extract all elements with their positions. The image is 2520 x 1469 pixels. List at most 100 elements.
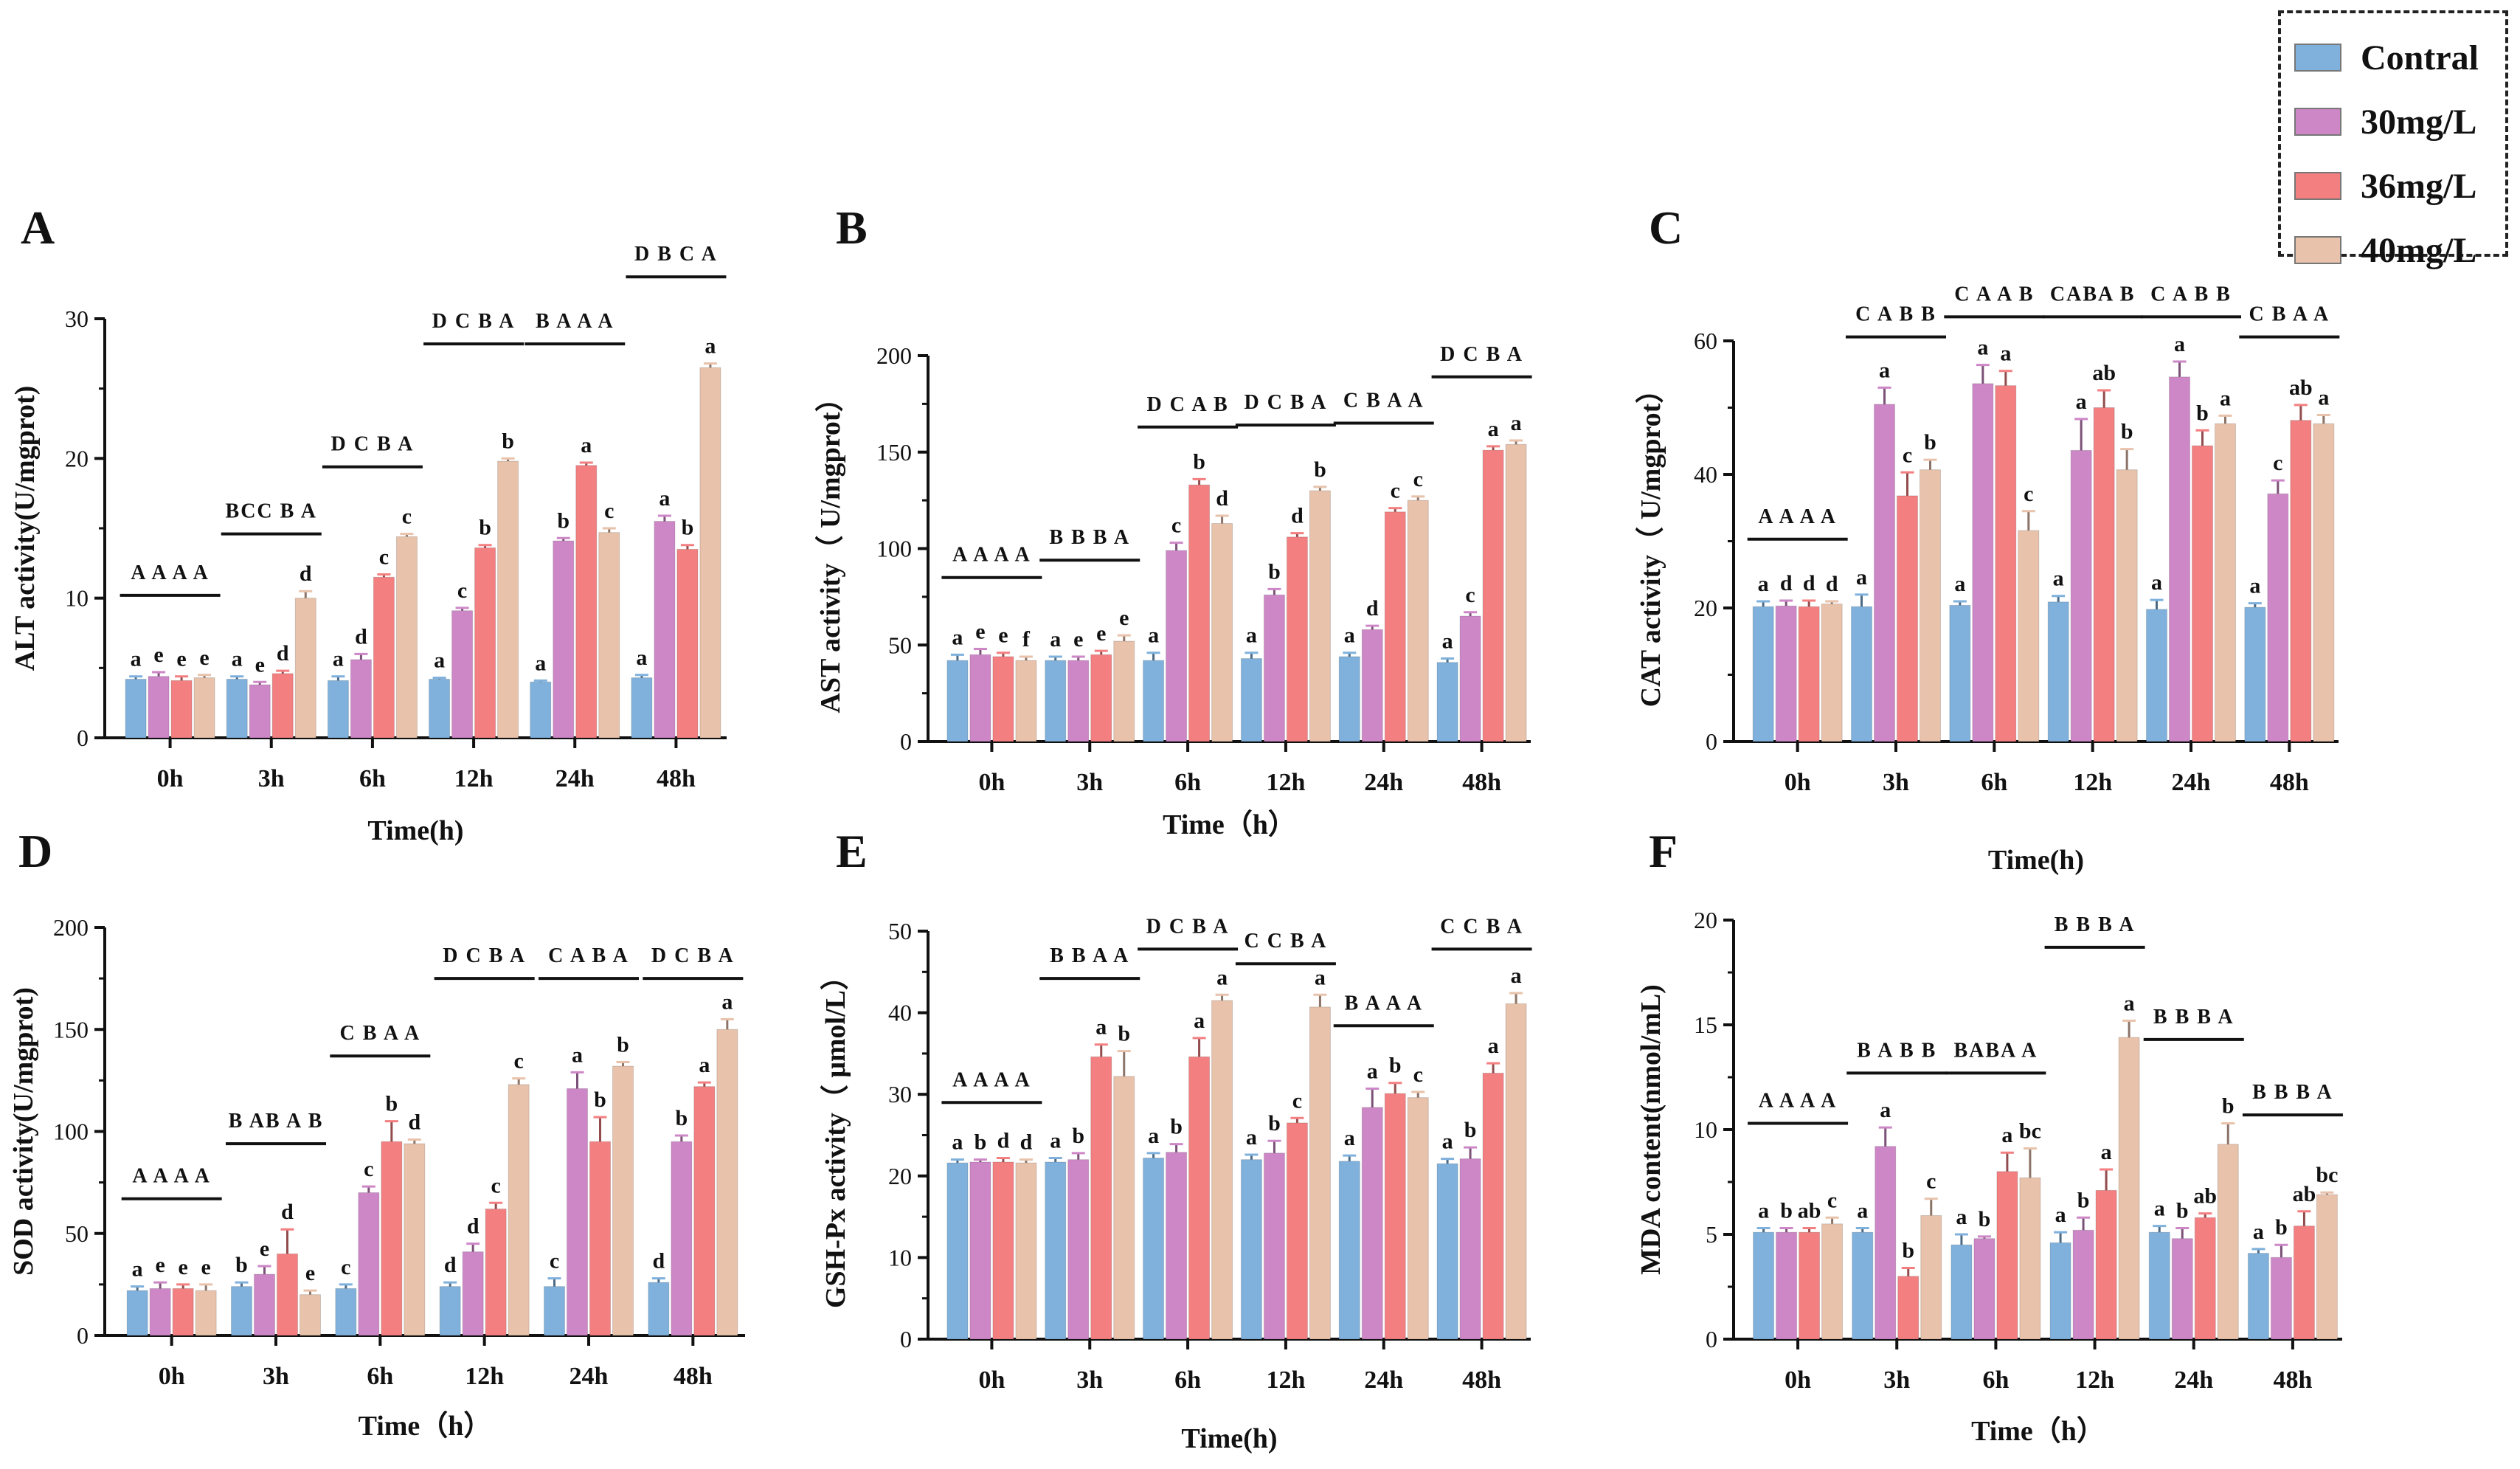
significance-letter: d <box>1826 572 1838 596</box>
group-letters: A A A A <box>952 1068 1031 1091</box>
legend-item-contral: Contral <box>2294 35 2479 80</box>
significance-letter: a <box>1856 565 1867 590</box>
bar <box>508 1084 530 1336</box>
bar <box>1113 640 1135 742</box>
x-tick-label: 12h <box>2075 1366 2114 1394</box>
y-axis-label: SOD activity(U/mgprot) <box>8 987 39 1276</box>
y-axis-label: MDA content(nmol/mL) <box>1635 984 1666 1275</box>
x-axis-label: Time(h) <box>1181 1423 1277 1454</box>
x-axis-label: Time(h) <box>1988 845 2084 876</box>
bar <box>992 656 1014 742</box>
bar <box>1338 656 1360 742</box>
bar <box>249 684 271 739</box>
significance-letter: a <box>952 1130 963 1155</box>
group-letters: A A A A <box>132 1165 211 1188</box>
significance-letter: b <box>1979 1207 1991 1231</box>
significance-letter: ab <box>2092 361 2116 385</box>
significance-letter: e <box>1096 621 1106 646</box>
bar <box>2146 609 2167 742</box>
bar <box>1211 1000 1233 1340</box>
significance-letter: a <box>2151 570 2162 595</box>
bar <box>1211 523 1233 742</box>
significance-letter: a <box>721 989 733 1014</box>
y-axis-label: AST activity（ U/mgprot） <box>815 384 846 713</box>
legend-label-36mg: 36mg/L <box>2361 166 2477 206</box>
significance-letter: d <box>652 1249 665 1273</box>
significance-letter: d <box>1216 486 1228 511</box>
significance-letter: e <box>975 619 985 643</box>
group-letters: C A B B <box>2150 283 2232 305</box>
y-tick-label: 10 <box>888 1244 912 1271</box>
x-tick-label: 12h <box>1266 1366 1305 1394</box>
legend-item-40mg: 40mg/L <box>2294 228 2476 272</box>
significance-letter: c <box>2273 451 2282 475</box>
x-tick-label: 0h <box>157 765 184 792</box>
bar <box>1874 404 1895 742</box>
bar <box>193 677 215 739</box>
x-tick-label: 48h <box>2270 769 2309 796</box>
significance-letter: c <box>1171 514 1181 538</box>
group-letters: B B B A <box>2153 1006 2235 1029</box>
bar <box>1920 469 1941 742</box>
group-letters: BCC B A <box>226 500 317 523</box>
bar <box>676 548 699 739</box>
bar <box>631 677 653 739</box>
group-letters: B AB A B <box>229 1110 324 1133</box>
x-tick-label: 0h <box>978 769 1005 796</box>
significance-letter: a <box>705 334 716 359</box>
y-tick-label: 30 <box>888 1081 912 1107</box>
significance-letter: e <box>255 652 265 677</box>
bar <box>648 1282 670 1336</box>
x-axis-label: Time（h） <box>359 1411 492 1442</box>
significance-letter: d <box>1780 571 1793 595</box>
bar <box>126 1290 148 1336</box>
panel-label: B <box>836 201 868 254</box>
x-tick-label: 3h <box>1076 1366 1103 1394</box>
group-letters: D C B A <box>651 944 735 967</box>
y-tick-label: 50 <box>888 632 912 658</box>
significance-letter: c <box>2024 482 2033 506</box>
bar <box>2093 407 2115 742</box>
bar <box>530 681 552 739</box>
bar <box>969 654 991 742</box>
significance-letter: a <box>232 647 243 671</box>
significance-letter: c <box>514 1049 524 1074</box>
significance-letter: a <box>1511 411 1522 435</box>
bar <box>946 660 969 742</box>
significance-letter: a <box>535 651 546 675</box>
bar <box>2171 1238 2193 1340</box>
group-letters: B B A A <box>1050 944 1129 967</box>
bar <box>1852 1231 1874 1340</box>
bar <box>1775 605 1797 742</box>
significance-letter: e <box>1073 627 1083 651</box>
significance-letter: a <box>2253 1220 2264 1244</box>
y-tick-label: 100 <box>53 1119 89 1145</box>
bar <box>149 1287 171 1336</box>
significance-letter: a <box>952 625 963 649</box>
significance-letter: e <box>199 646 209 670</box>
bar <box>2095 1189 2117 1340</box>
significance-letter: b <box>2222 1093 2235 1118</box>
bar <box>2247 1253 2269 1340</box>
bar <box>671 1141 693 1336</box>
bar <box>1309 1006 1331 1340</box>
significance-letter: a <box>1148 623 1159 648</box>
bar <box>451 610 474 739</box>
significance-letter: e <box>305 1261 315 1285</box>
significance-letter: d <box>281 1200 294 1224</box>
group-letters: C C B A <box>1440 915 1523 938</box>
significance-letter: d <box>1366 596 1379 621</box>
significance-letter: c <box>402 505 412 529</box>
group-letters: D C B A <box>331 433 415 456</box>
significance-letter: a <box>2318 385 2329 409</box>
y-tick-label: 0 <box>77 1322 89 1349</box>
y-tick-label: 0 <box>900 1326 912 1352</box>
significance-letter: a <box>1442 1130 1453 1154</box>
significance-letter: a <box>1344 1126 1355 1150</box>
bar <box>2148 1231 2170 1340</box>
bar <box>654 521 676 739</box>
bar <box>2047 601 2069 742</box>
bar <box>1166 550 1188 742</box>
x-tick-label: 24h <box>2174 1366 2213 1394</box>
